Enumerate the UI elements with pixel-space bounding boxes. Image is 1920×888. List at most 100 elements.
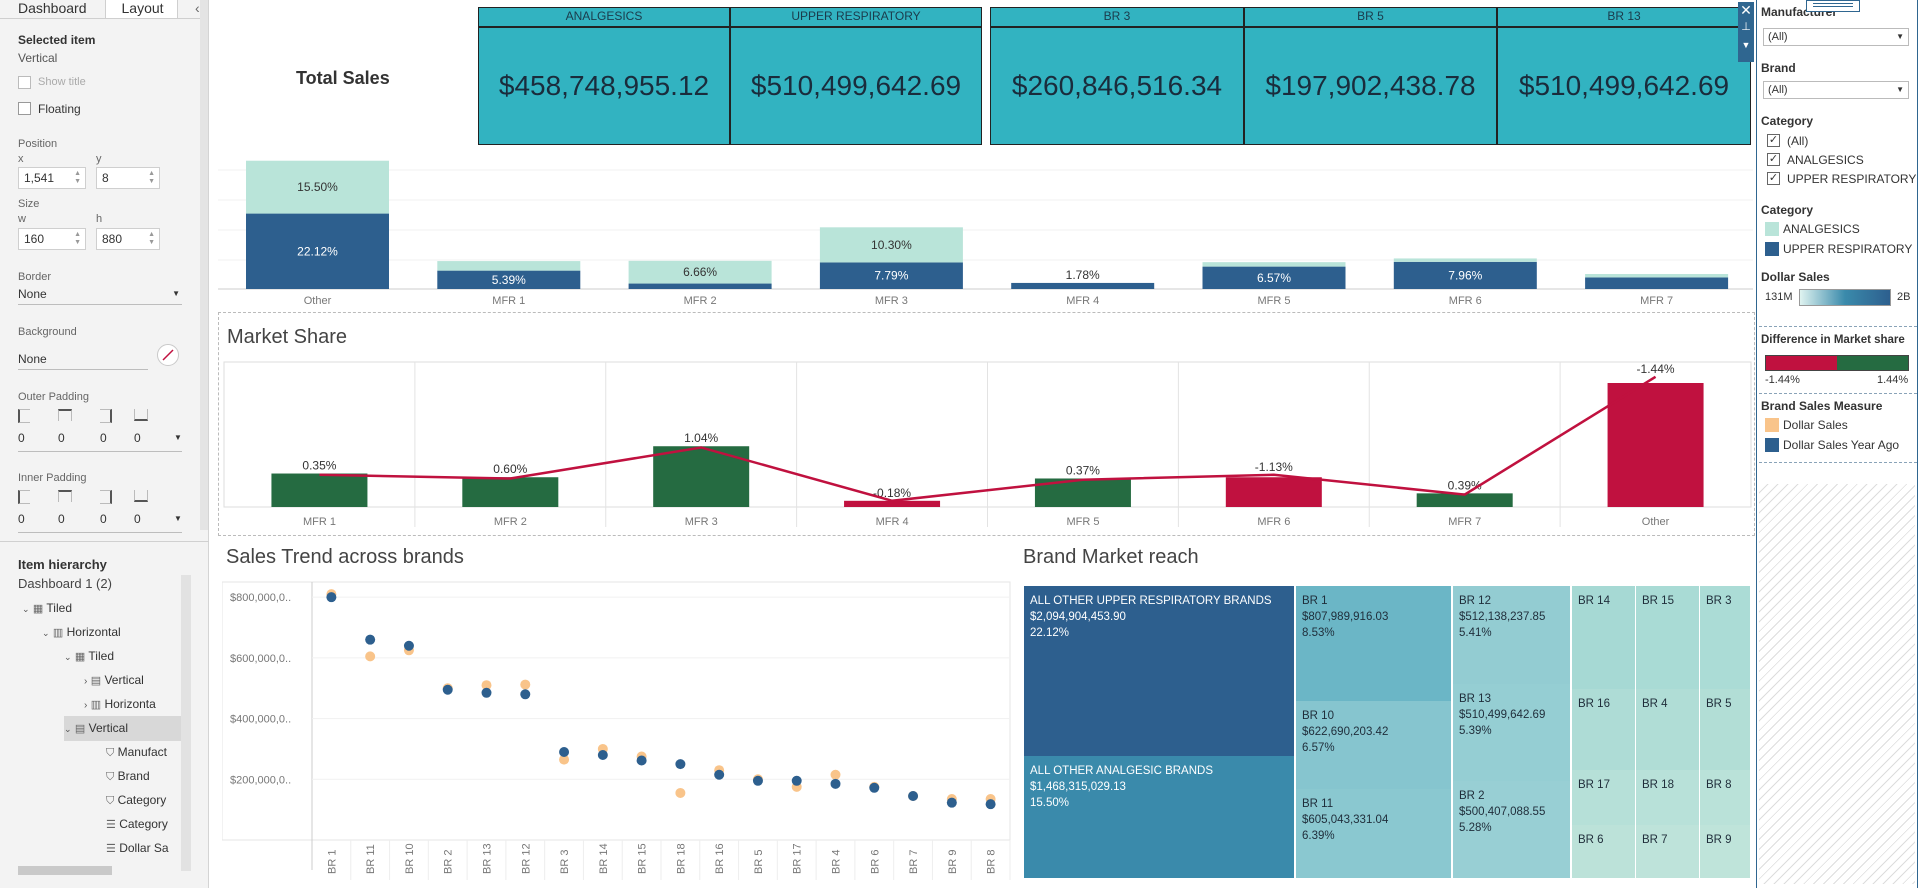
tree-node[interactable]: › ▥ Horizonta: [84, 692, 156, 718]
border-dropdown[interactable]: None ▼: [18, 287, 182, 305]
tree-node[interactable]: ☰ Category: [106, 812, 168, 837]
outer-padding-controls[interactable]: 0 0 0 0 ▼: [18, 409, 182, 453]
stepper-icon[interactable]: ▲ ▼: [148, 231, 155, 247]
point-dollar-sales-year-ago[interactable]: [404, 641, 414, 651]
point-dollar-sales-year-ago[interactable]: [482, 688, 492, 698]
collapse-pane-icon[interactable]: ‹: [195, 0, 200, 16]
treemap-cell[interactable]: BR 5: [1700, 689, 1750, 770]
point-dollar-sales-year-ago[interactable]: [714, 770, 724, 780]
treemap-cell[interactable]: BR 3: [1700, 586, 1750, 689]
stepper-icon[interactable]: ▲ ▼: [74, 170, 81, 186]
bar-analgesics[interactable]: [437, 261, 580, 271]
more-options-icon[interactable]: ▼: [1738, 36, 1754, 54]
tab-layout[interactable]: Layout: [105, 0, 178, 18]
point-dollar-sales-year-ago[interactable]: [559, 747, 569, 757]
floating-checkbox[interactable]: [18, 102, 31, 115]
point-dollar-sales[interactable]: [520, 680, 530, 690]
treemap-cell[interactable]: BR 7: [1636, 825, 1699, 878]
manufacturer-dropdown[interactable]: (All) ▼: [1763, 28, 1909, 46]
treemap-cell[interactable]: ALL OTHER UPPER RESPIRATORY BRANDS $2,094…: [1024, 586, 1294, 756]
treemap-cell[interactable]: BR 18: [1636, 770, 1699, 825]
tree-node[interactable]: ☰ Dollar Sa: [106, 836, 169, 861]
treemap-cell[interactable]: BR 4: [1636, 689, 1699, 770]
point-dollar-sales[interactable]: [675, 788, 685, 798]
treemap-cell[interactable]: BR 1 $807,989,916.03 8.53%: [1296, 586, 1451, 701]
tree-node[interactable]: ⛉ Manufact: [106, 740, 167, 765]
bar-upper-respiratory[interactable]: [629, 284, 772, 289]
tree-node[interactable]: › ▤ Vertical: [84, 668, 144, 694]
point-dollar-sales-year-ago[interactable]: [675, 759, 685, 769]
no-color-icon[interactable]: [157, 344, 179, 366]
point-dollar-sales-year-ago[interactable]: [753, 776, 763, 786]
treemap-cell[interactable]: BR 12 $512,138,237.85 5.41%: [1453, 586, 1570, 684]
tree-node-selected[interactable]: ⌄ ▤ Vertical: [64, 716, 181, 741]
point-dollar-sales-year-ago[interactable]: [598, 750, 608, 760]
height-input[interactable]: 880 ▲ ▼: [96, 228, 160, 250]
point-dollar-sales[interactable]: [831, 770, 841, 780]
treemap-cell[interactable]: BR 2 $500,407,088.55 5.28%: [1453, 781, 1570, 878]
x-position-input[interactable]: 1,541 ▲ ▼: [18, 167, 86, 189]
bar-analgesics[interactable]: [1585, 274, 1728, 277]
treemap-cell[interactable]: ALL OTHER ANALGESIC BRANDS $1,468,315,029…: [1024, 756, 1294, 878]
point-dollar-sales-year-ago[interactable]: [520, 689, 530, 699]
treemap-cell[interactable]: BR 10 $622,690,203.42 6.57%: [1296, 701, 1451, 789]
market-share-bar[interactable]: [1608, 383, 1704, 507]
tree-node[interactable]: ⛉ Brand: [106, 764, 150, 789]
point-dollar-sales-year-ago[interactable]: [326, 592, 336, 602]
category-upper-respiratory-checkbox[interactable]: ✓: [1767, 172, 1780, 185]
category-all-checkbox[interactable]: ✓: [1767, 134, 1780, 147]
treemap-cell[interactable]: BR 16: [1572, 689, 1635, 770]
background-value[interactable]: None: [18, 352, 148, 370]
bar-upper-respiratory[interactable]: [1011, 283, 1154, 289]
treemap-cell[interactable]: BR 6: [1572, 825, 1635, 878]
treemap-cell[interactable]: BR 13 $510,499,642.69 5.39%: [1453, 684, 1570, 781]
width-input[interactable]: 160 ▲ ▼: [18, 228, 86, 250]
bar-analgesics[interactable]: [1394, 258, 1537, 261]
brand-dropdown[interactable]: (All) ▼: [1763, 81, 1909, 99]
bar-upper-respiratory[interactable]: [1585, 277, 1728, 289]
point-dollar-sales-year-ago[interactable]: [365, 635, 375, 645]
inner-padding-controls[interactable]: 0 0 0 0 ▼: [18, 490, 182, 534]
category-analgesics-checkbox[interactable]: ✓: [1767, 153, 1780, 166]
treemap-cell[interactable]: BR 14: [1572, 586, 1635, 689]
tree-scrollbar-horizontal[interactable]: [18, 866, 112, 875]
stepper-icon[interactable]: ▲ ▼: [74, 231, 81, 247]
bar-analgesics[interactable]: [1203, 262, 1346, 266]
tree-node[interactable]: ⛉ Category: [106, 788, 166, 813]
market-share-bar[interactable]: [1226, 477, 1322, 507]
tree-node[interactable]: ⌄ ▦ Tiled: [64, 644, 114, 669]
pin-icon[interactable]: ⊥: [1738, 18, 1754, 36]
treemap-cell[interactable]: BR 17: [1572, 770, 1635, 825]
tree-scrollbar-vertical[interactable]: [181, 575, 191, 871]
pane-scrollbar[interactable]: [200, 0, 208, 530]
tab-dashboard[interactable]: Dashboard: [0, 0, 105, 18]
point-dollar-sales-year-ago[interactable]: [443, 685, 453, 695]
tree-node[interactable]: ⌄ ▥ Horizontal: [42, 620, 121, 645]
treemap-cell[interactable]: BR 9: [1700, 825, 1750, 878]
treemap-cell[interactable]: BR 8: [1700, 770, 1750, 825]
tree-node[interactable]: ⌄ ▦ Tiled: [22, 596, 72, 621]
point-dollar-sales-year-ago[interactable]: [986, 799, 996, 809]
market-share-chart[interactable]: 0.35% MFR 1 0.60% MFR 2 1.04% MFR 3 -0.18% MFR …: [222, 360, 1752, 534]
point-dollar-sales-year-ago[interactable]: [792, 776, 802, 786]
market-share-bar[interactable]: [271, 474, 367, 507]
point-dollar-sales-year-ago[interactable]: [637, 755, 647, 765]
plot-area[interactable]: [222, 582, 1010, 840]
point-dollar-sales-year-ago[interactable]: [947, 798, 957, 808]
drag-handle[interactable]: [1806, 0, 1860, 12]
treemap-cell[interactable]: BR 11 $605,043,331.04 6.39%: [1296, 789, 1451, 878]
brand-treemap[interactable]: ALL OTHER UPPER RESPIRATORY BRANDS $2,094…: [1024, 586, 1750, 878]
sales-trend-chart[interactable]: $800,000,0.. $600,000,0.. $400,000,0.. $200…: [222, 580, 1012, 882]
point-dollar-sales-year-ago[interactable]: [831, 779, 841, 789]
show-title-checkbox[interactable]: [18, 76, 31, 89]
market-share-bar[interactable]: [462, 477, 558, 507]
y-position-input[interactable]: 8 ▲ ▼: [96, 167, 160, 189]
point-dollar-sales[interactable]: [365, 651, 375, 661]
market-share-bar[interactable]: [653, 446, 749, 507]
stepper-icon[interactable]: ▲ ▼: [148, 170, 155, 186]
point-dollar-sales-year-ago[interactable]: [869, 783, 879, 793]
category-share-chart[interactable]: 22.12% 15.50% Other 5.39% MFR 1 6.66% MFR 2 7.7…: [218, 150, 1753, 310]
close-icon[interactable]: ✕: [1738, 2, 1754, 18]
point-dollar-sales-year-ago[interactable]: [908, 791, 918, 801]
treemap-cell[interactable]: BR 15: [1636, 586, 1699, 689]
